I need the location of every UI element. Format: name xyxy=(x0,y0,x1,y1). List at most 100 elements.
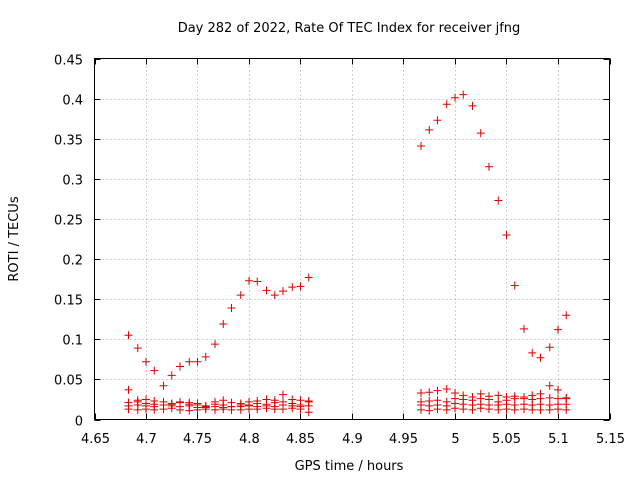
data-point xyxy=(520,405,529,414)
data-point xyxy=(562,311,571,320)
data-point xyxy=(124,385,133,394)
x-tick-label: 4.85 xyxy=(286,432,315,447)
data-point xyxy=(528,348,537,357)
data-point xyxy=(520,324,529,333)
data-point xyxy=(167,371,176,380)
x-axis-label: GPS time / hours xyxy=(295,459,404,474)
x-tick-label: 5 xyxy=(451,432,459,447)
data-point xyxy=(425,406,434,415)
data-point xyxy=(124,331,133,340)
data-point xyxy=(417,141,426,150)
data-point xyxy=(545,393,554,402)
x-tick-label: 4.95 xyxy=(389,432,418,447)
grid-layer xyxy=(94,58,610,420)
data-point xyxy=(459,405,468,414)
data-point xyxy=(175,405,184,414)
x-tick-label: 5.15 xyxy=(596,432,625,447)
data-point xyxy=(554,385,562,394)
data-point xyxy=(219,396,228,405)
data-point xyxy=(278,405,287,414)
data-point xyxy=(278,390,287,399)
x-tick-label: 4.7 xyxy=(136,432,157,447)
data-point xyxy=(510,405,519,414)
data-point xyxy=(193,405,202,414)
data-point xyxy=(193,357,202,366)
data-point xyxy=(562,405,571,414)
x-tick-labels: 4.65 4.7 4.75 4.8 4.85 4.9 4.95 5 5.05 5.1 5.15 xyxy=(81,432,625,447)
plot-frame xyxy=(94,58,610,420)
data-point xyxy=(442,100,451,109)
data-point xyxy=(484,162,493,171)
data-point xyxy=(502,230,511,239)
data-point xyxy=(304,408,313,417)
x-tick-label: 4.9 xyxy=(342,432,363,447)
y-tick-label: 0.2 xyxy=(62,254,83,269)
data-point xyxy=(545,343,554,352)
data-point xyxy=(142,405,150,414)
data-point xyxy=(167,404,176,413)
data-point xyxy=(433,116,442,125)
data-point xyxy=(227,405,236,414)
data-point xyxy=(159,381,168,390)
y-tick-label: 0.1 xyxy=(62,334,83,349)
data-point xyxy=(236,405,245,414)
data-point xyxy=(150,405,159,414)
data-point xyxy=(304,273,313,282)
y-tick-label: 0.4 xyxy=(62,94,83,109)
data-point xyxy=(262,404,271,413)
data-point xyxy=(510,281,519,290)
x-tick-label: 4.75 xyxy=(183,432,212,447)
data-point xyxy=(201,352,210,361)
data-point xyxy=(442,385,451,394)
data-point xyxy=(536,405,545,414)
data-point xyxy=(417,405,426,414)
data-point xyxy=(175,362,184,371)
x-tick-label: 4.8 xyxy=(239,432,260,447)
data-point xyxy=(219,405,228,414)
data-point xyxy=(133,344,142,353)
data-point xyxy=(296,282,305,291)
data-point xyxy=(417,389,426,398)
data-point xyxy=(253,277,262,286)
y-tick-label: 0.25 xyxy=(54,214,83,229)
data-point xyxy=(433,386,442,395)
data-point xyxy=(494,196,503,205)
data-point xyxy=(219,320,228,329)
data-point xyxy=(433,405,442,414)
data-point xyxy=(476,404,485,413)
data-point xyxy=(554,405,562,414)
y-tick-label: 0.05 xyxy=(54,374,83,389)
data-point xyxy=(211,340,220,349)
data-point xyxy=(262,286,271,295)
data-point xyxy=(459,90,468,99)
tick-layer xyxy=(94,58,611,421)
data-point xyxy=(554,325,562,334)
data-point xyxy=(236,291,245,300)
data-point xyxy=(133,405,142,414)
y-tick-label: 0 xyxy=(75,415,83,430)
data-point xyxy=(425,125,434,134)
data-point xyxy=(124,405,133,414)
data-point xyxy=(185,357,194,366)
data-point xyxy=(468,405,477,414)
data-point xyxy=(159,405,168,414)
data-point xyxy=(278,287,287,296)
data-point xyxy=(451,93,459,102)
data-point xyxy=(142,357,150,366)
y-tick-label: 0.15 xyxy=(54,294,83,309)
data-point xyxy=(150,366,159,375)
chart-title: Day 282 of 2022, Rate Of TEC Index for r… xyxy=(178,21,521,36)
data-point xyxy=(442,405,451,414)
y-tick-label: 0.35 xyxy=(54,134,83,149)
data-point xyxy=(536,353,545,362)
data-point xyxy=(545,405,554,414)
data-point xyxy=(288,404,297,413)
y-tick-label: 0.3 xyxy=(62,174,83,189)
data-point xyxy=(468,101,477,110)
y-tick-labels: 0 0.05 0.1 0.15 0.2 0.25 0.3 0.35 0.4 0.45 xyxy=(54,54,83,430)
data-point xyxy=(451,404,459,413)
data-point xyxy=(270,291,279,300)
y-tick-label: 0.45 xyxy=(54,54,83,69)
y-axis-label: ROTI / TECUs xyxy=(7,196,22,281)
